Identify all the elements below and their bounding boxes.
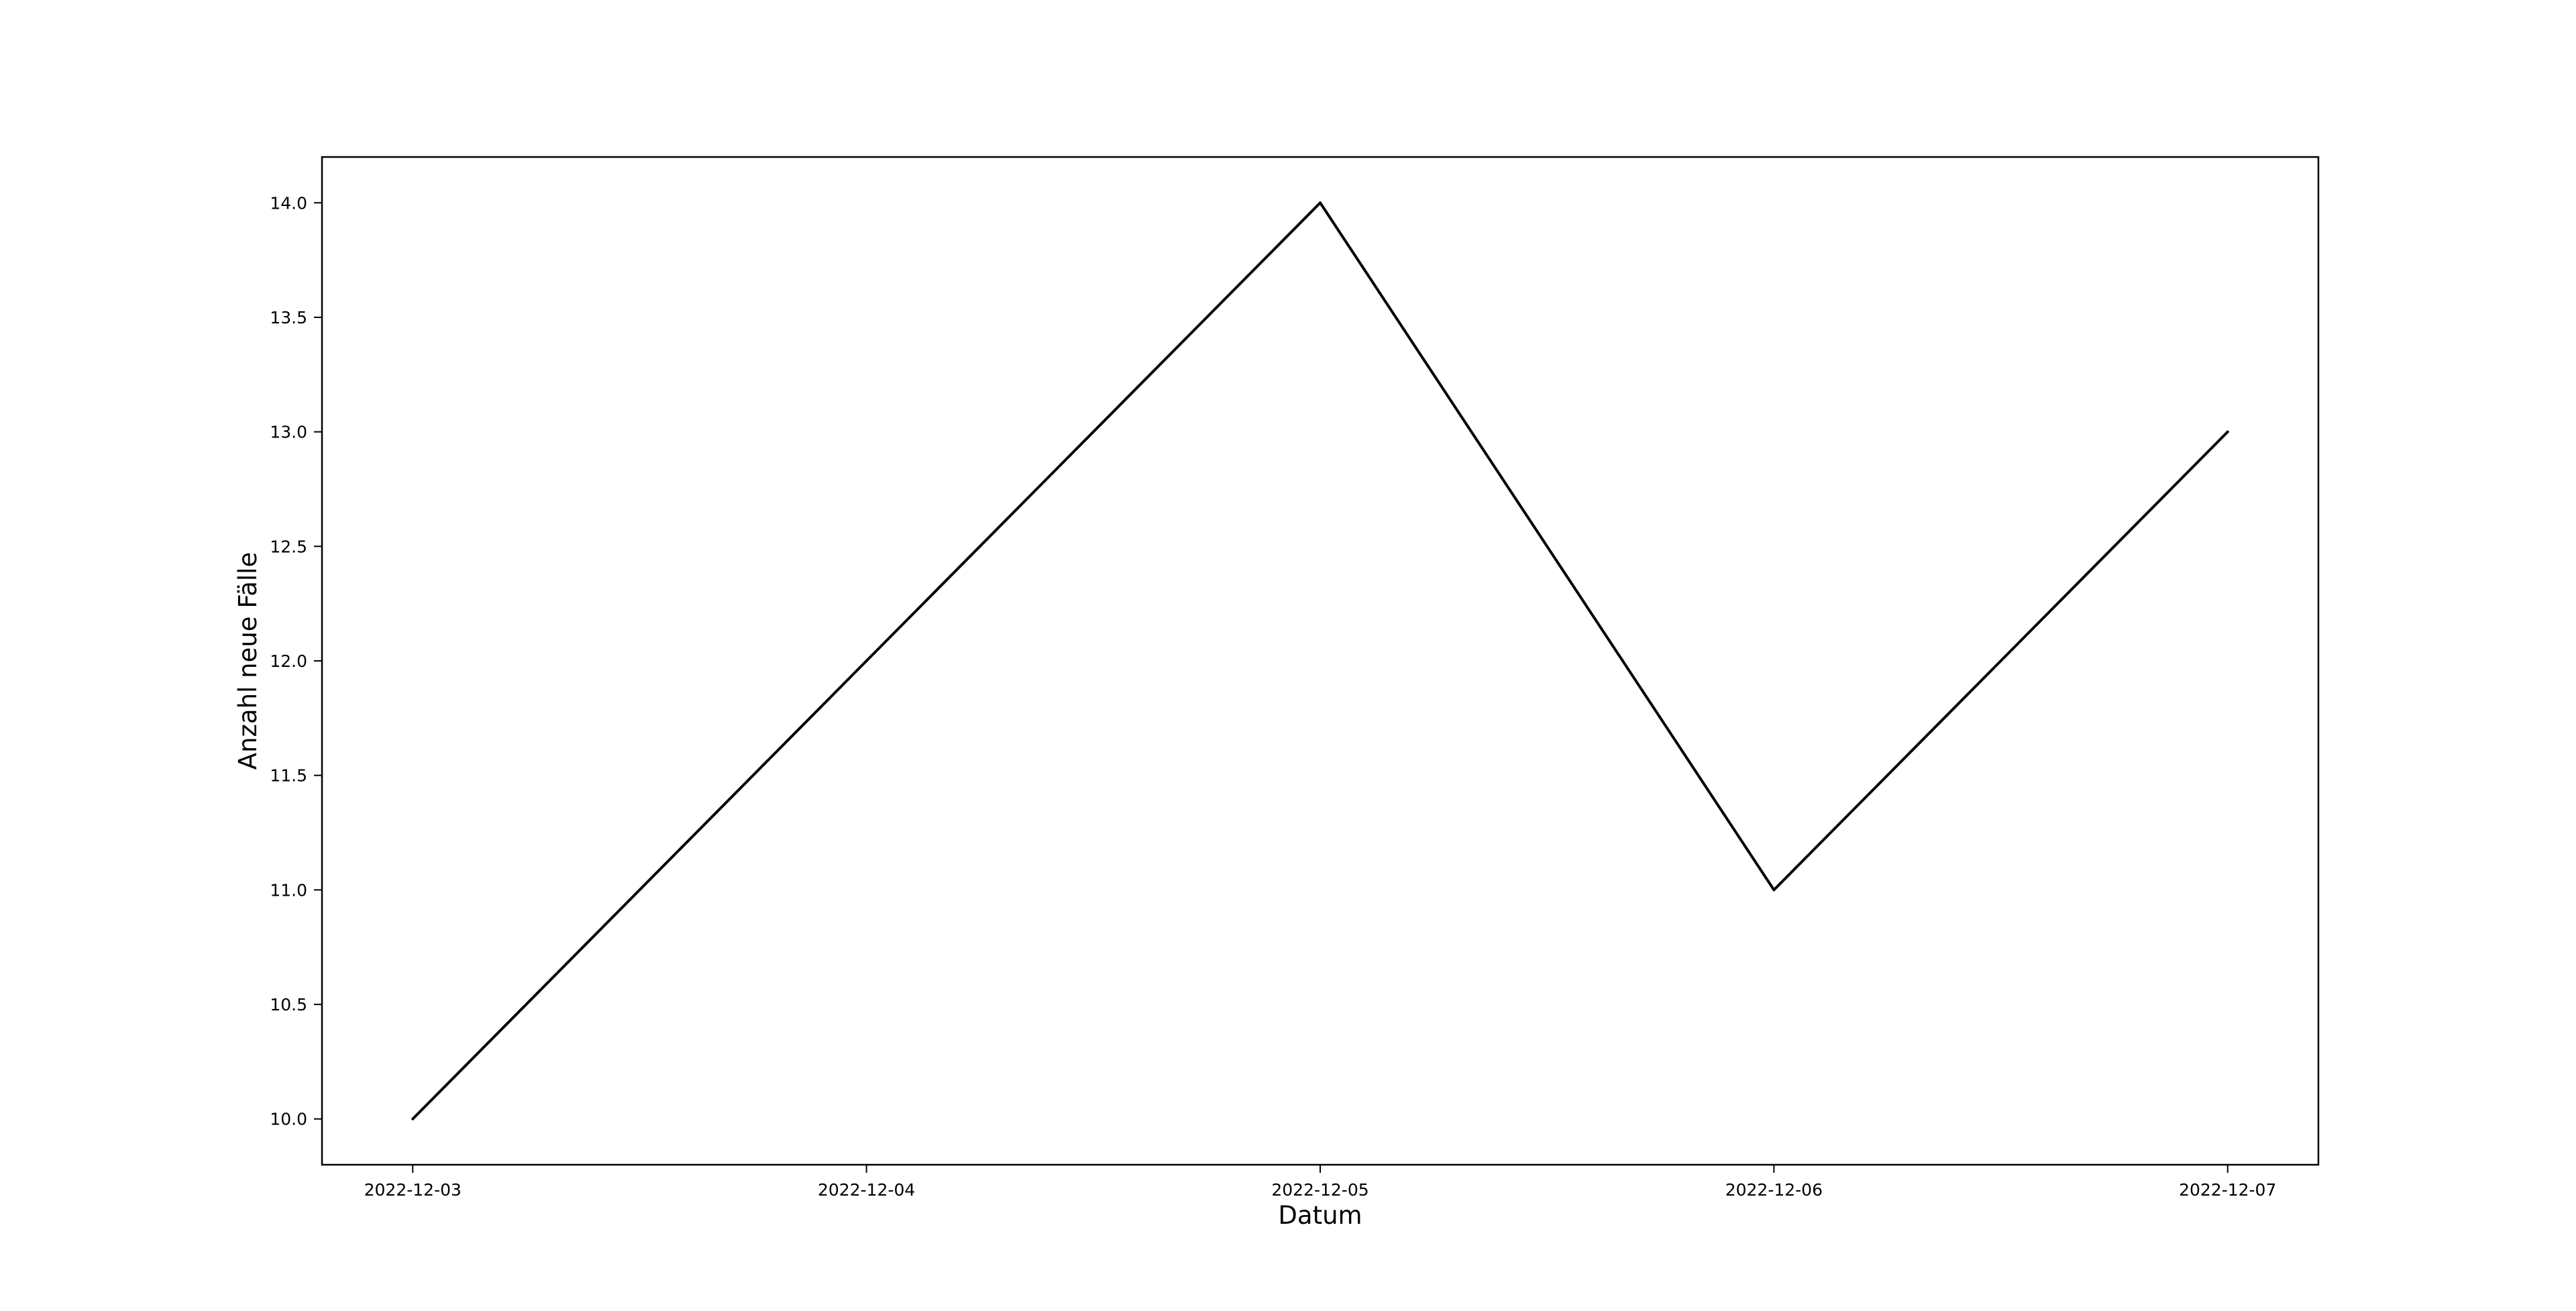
data-point [865,660,868,662]
y-tick-label: 12.0 [270,651,307,671]
series-layer [411,201,2229,1120]
plot-frame [321,156,2320,1166]
data-point [2226,430,2229,433]
x-tick-label: 2022-12-07 [2179,1180,2276,1200]
x-tick-label: 2022-12-05 [1271,1180,1368,1200]
y-axis-label: Anzahl neue Fälle [233,552,262,770]
x-axis-label: Datum [1278,1201,1362,1230]
x-tick-label: 2022-12-04 [818,1180,915,1200]
y-axis-ticks: 10.0 10.5 11.0 11.5 12.0 12.5 13.0 13.5 14.0 [270,193,322,1129]
data-point [411,1117,415,1120]
y-tick-label: 14.0 [270,193,307,213]
data-point [1319,201,1322,205]
y-tick-label: 11.0 [270,880,307,900]
x-tick-label: 2022-12-06 [1725,1180,1823,1200]
y-tick-label: 11.5 [270,766,307,786]
y-tick-label: 10.0 [270,1110,307,1129]
x-axis-ticks: 2022-12-03 2022-12-04 2022-12-05 2022-12-06… [364,1165,2276,1200]
y-tick-label: 10.5 [270,995,307,1014]
y-tick-label: 12.5 [270,537,307,556]
x-tick-label: 2022-12-03 [364,1180,462,1200]
data-point [1772,888,1776,892]
y-tick-label: 13.5 [270,308,307,327]
y-tick-label: 13.0 [270,423,307,442]
